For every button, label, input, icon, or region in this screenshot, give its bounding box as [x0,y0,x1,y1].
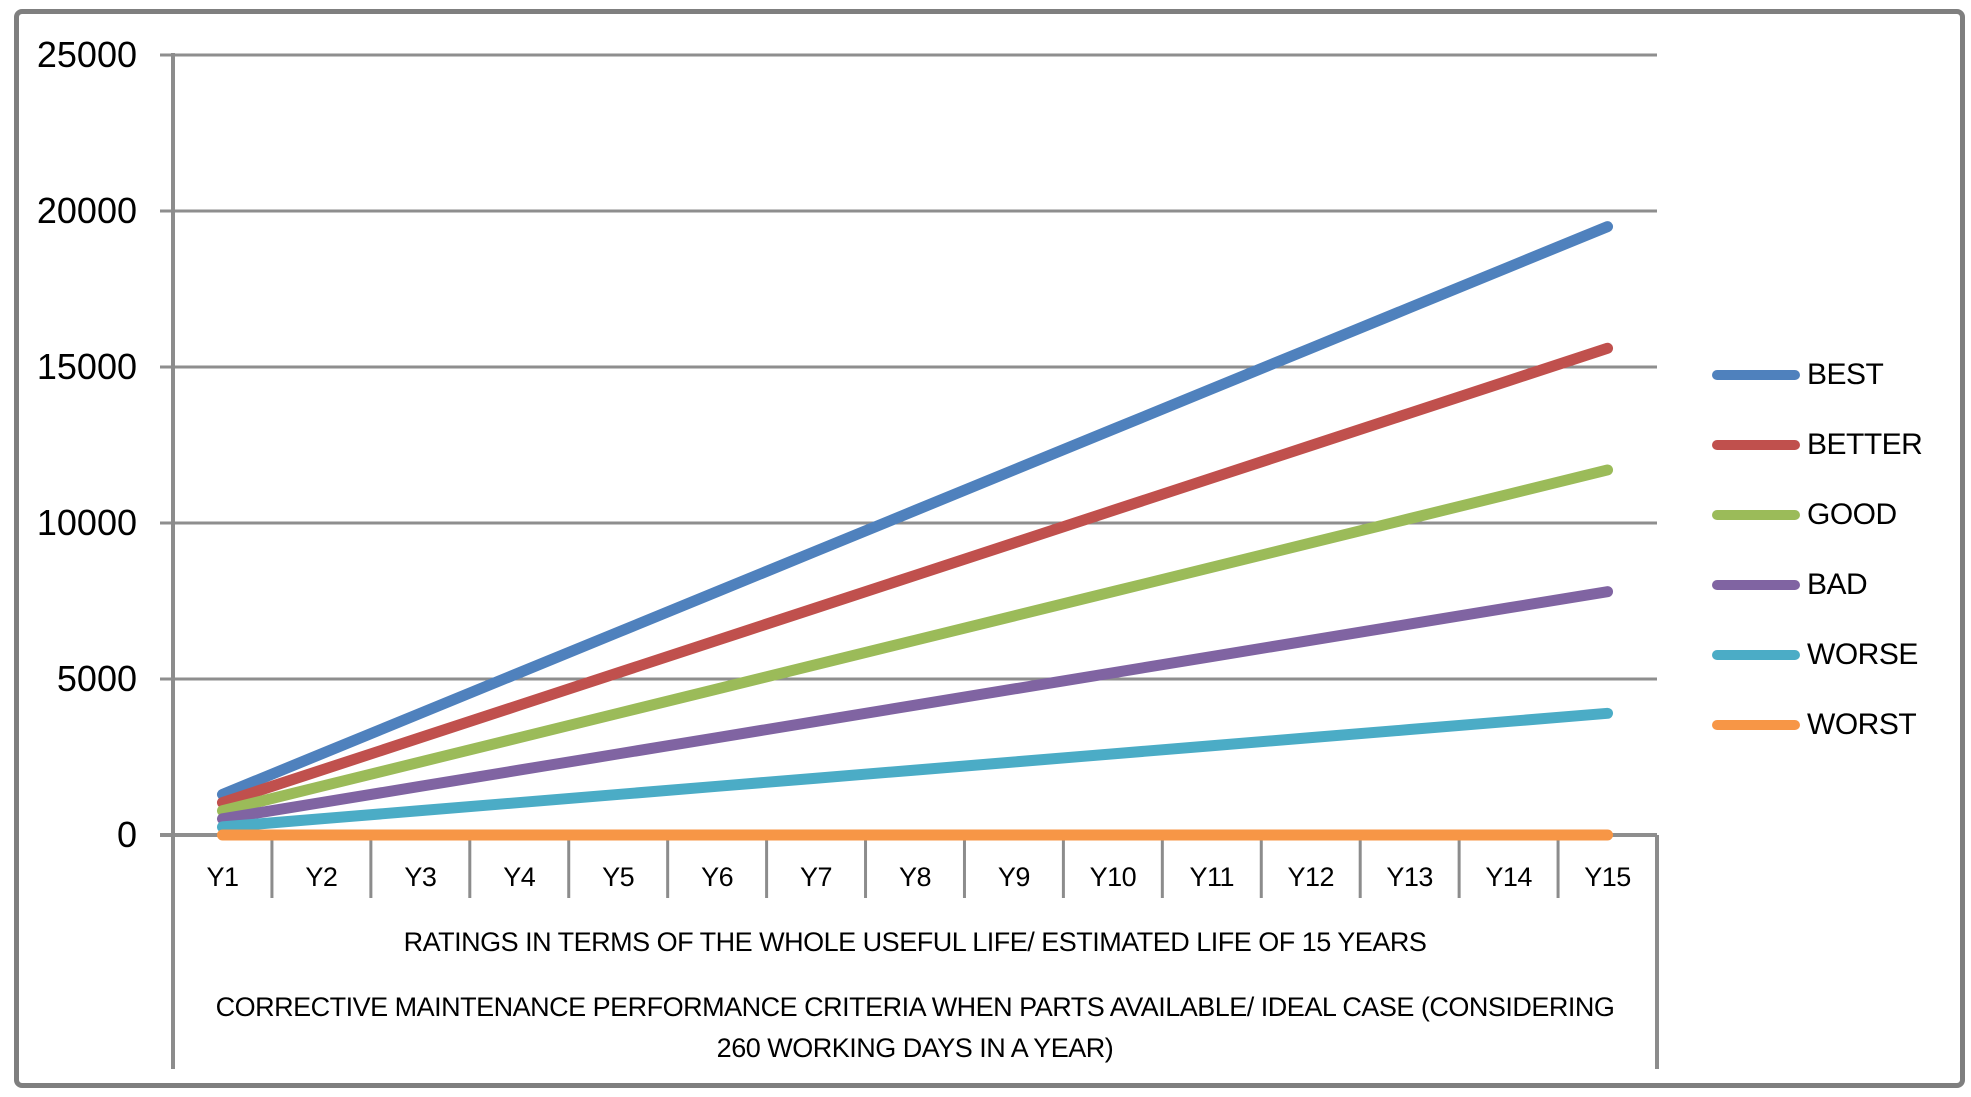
legend-label: BETTER [1807,428,1923,461]
x-axis-category-label: Y10 [1090,862,1137,892]
legend-item-best: BEST [1712,340,1922,410]
x-axis-category-label: Y5 [602,862,634,892]
series-line-better [216,342,1614,809]
y-axis-tick-label: 25000 [37,34,137,75]
x-axis-category-label: Y12 [1287,862,1334,892]
chart-title-line-2: 260 WORKING DAYS IN A YEAR) [716,1033,1114,1063]
x-axis-category-label: Y3 [404,862,436,892]
legend-label: BAD [1807,568,1868,601]
series-line-bad [216,586,1614,825]
x-axis-title: RATINGS IN TERMS OF THE WHOLE USEFUL LIF… [403,927,1427,957]
legend-item-worst: WORST [1712,690,1922,760]
y-axis-tick-label: 10000 [37,502,137,543]
y-axis-tick-label: 15000 [37,346,137,387]
legend: BEST BETTER GOOD BAD WORSE WORST [1712,340,1923,760]
legend-label: WORSE [1807,638,1918,671]
legend-label: WORST [1807,708,1917,741]
x-axis-category-label: Y15 [1584,862,1631,892]
y-axis-tick-label: 0 [117,814,137,855]
chart-title: CORRECTIVE MAINTENANCE PERFORMANCE CRITE… [173,987,1657,1069]
chart-outer-border [14,9,1965,1088]
series-line-worse [216,707,1614,833]
chart-title-line-1: CORRECTIVE MAINTENANCE PERFORMANCE CRITE… [215,992,1615,1022]
legend-item-good: GOOD [1712,480,1922,550]
x-axis-category-label: Y13 [1386,862,1433,892]
legend-swatch-bad [1712,580,1800,590]
legend-item-worse: WORSE [1712,620,1922,690]
x-axis-category-label: Y9 [998,862,1030,892]
x-axis-category-label: Y4 [503,862,536,892]
legend-item-bad: BAD [1712,550,1922,620]
x-axis-category-label: Y11 [1190,862,1235,892]
legend-swatch-better [1712,440,1800,450]
legend-label: BEST [1807,358,1884,391]
legend-swatch-worse [1712,650,1800,660]
y-axis-tick-label: 5000 [57,658,137,699]
legend-swatch-best [1712,370,1800,380]
series-line-good [216,464,1614,817]
legend-swatch-good [1712,510,1800,520]
legend-label: GOOD [1807,498,1897,531]
x-axis-category-label: Y2 [305,862,337,892]
x-axis-category-label: Y6 [701,862,733,892]
legend-swatch-worst [1712,720,1800,730]
legend-item-better: BETTER [1712,410,1923,480]
x-axis-category-label: Y7 [800,862,832,892]
y-axis-tick-label: 20000 [37,190,137,231]
series-line-best [216,221,1614,800]
x-axis-category-label: Y1 [206,862,238,892]
x-axis-category-label: Y8 [899,862,931,892]
x-axis-category-label: Y14 [1485,862,1532,892]
